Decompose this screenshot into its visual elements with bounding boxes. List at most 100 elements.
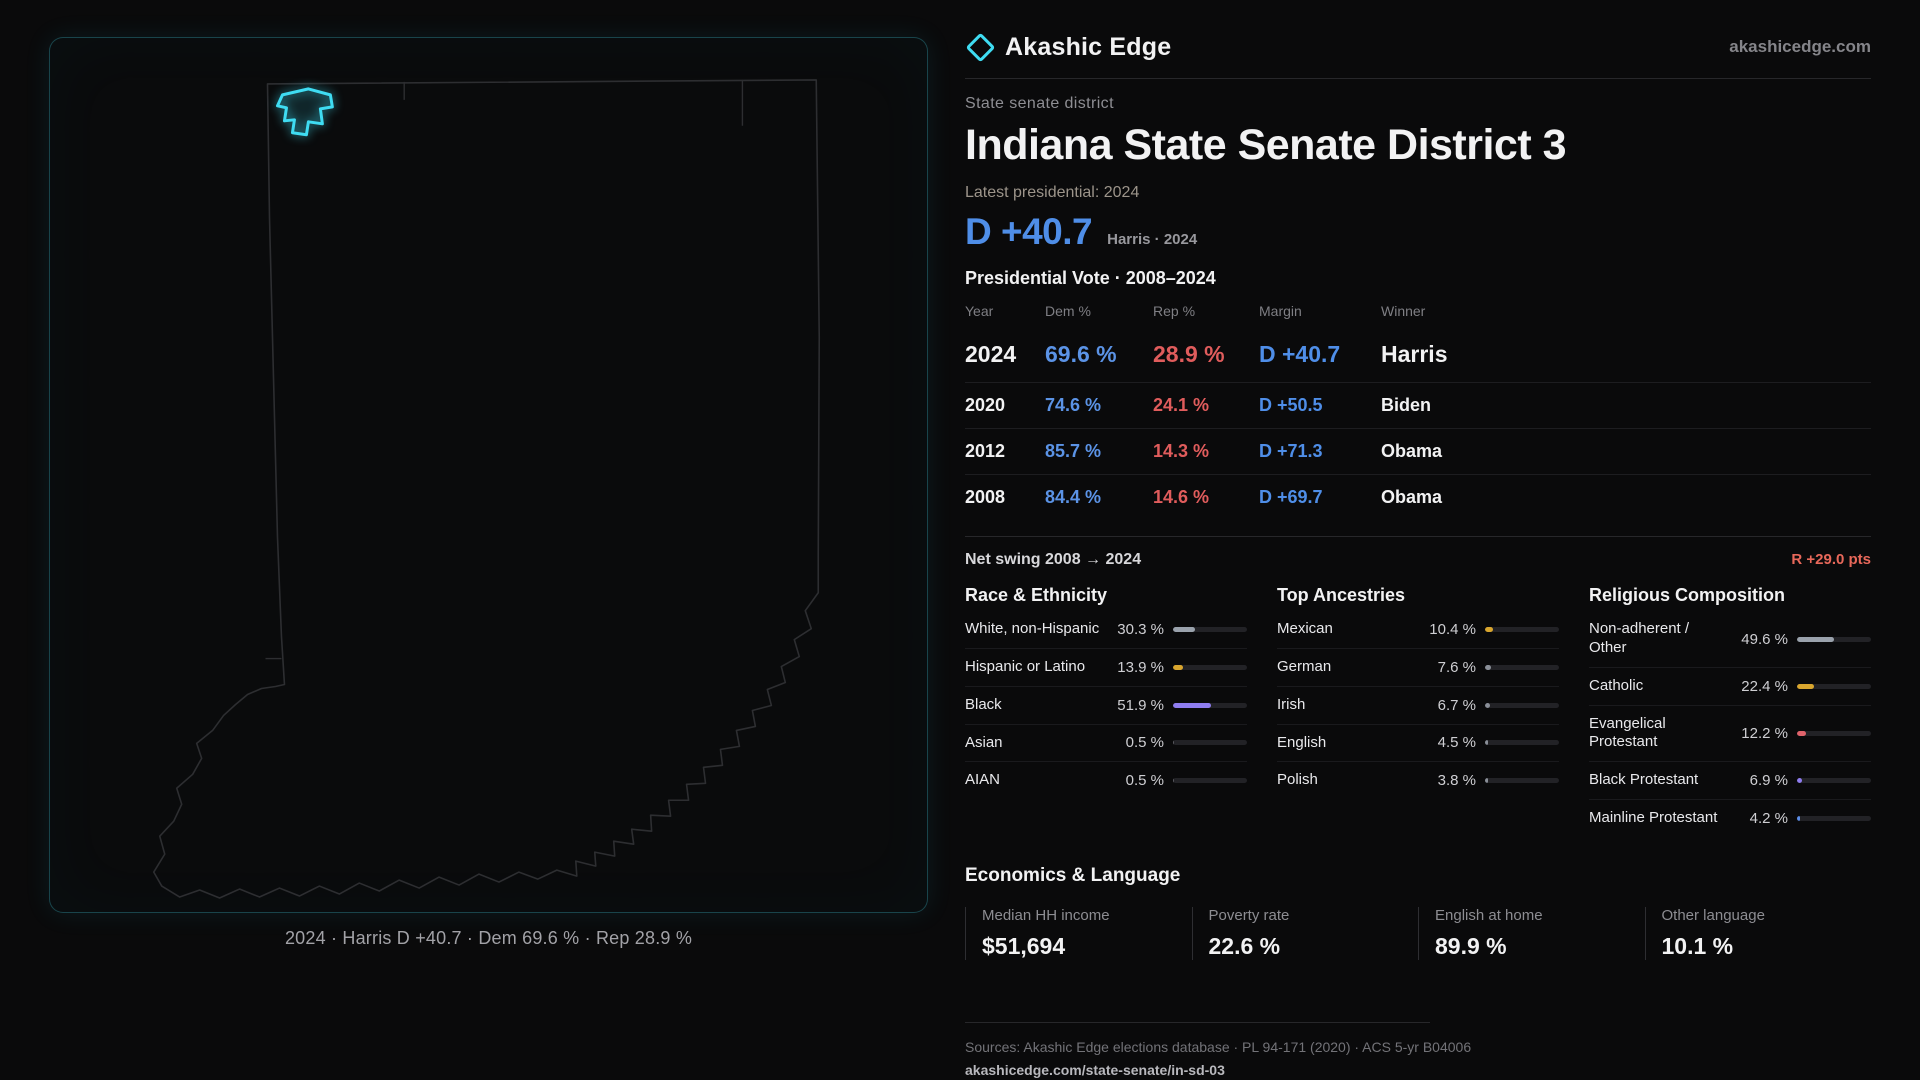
demo-row-label: Irish [1277,695,1306,713]
demographics-columns: Race & Ethnicity White, non-Hispanic 30.3 … [965,585,1871,836]
demo-row-label: Black [965,695,1002,713]
vote-col-header: Margin [1259,303,1302,320]
vote-table: Year Dem % Rep % Margin Winner 2024 69.6 % 28.… [965,289,1871,520]
demo-bar-fill [1485,702,1490,708]
vote-table-header: Year Dem % Rep % Margin Winner [965,289,1871,327]
econ-stat-value: 22.6 % [1208,932,1281,959]
demo-bar-fill [1485,627,1493,633]
demo-row-label: Mainline Protestant [1589,808,1718,826]
demo-row-label: Mexican [1277,620,1333,638]
vote-row: 2008 84.4 % 14.6 % D +69.7 Obama [965,475,1871,520]
vote-cell-year: 2024 [965,341,1017,368]
vote-cell-margin: D +40.7 [1259,341,1341,368]
demo-bar-fill [1485,778,1488,784]
divider [965,78,1871,79]
brand-name: Akashic Edge [1005,32,1172,61]
vote-col-header: Winner [1381,303,1426,320]
vote-col-header: Year [965,303,994,320]
demo-row-label: Hispanic or Latino [965,658,1086,676]
divider [965,1021,1430,1023]
demo-column: Race & Ethnicity White, non-Hispanic 30.3 … [965,585,1247,836]
map-panel: 2024 · Harris D +40.7 · Dem 69.6 % · Rep… [49,37,928,949]
demo-bar-fill [1485,740,1489,746]
district-kicker: State senate district [965,95,1114,112]
vote-cell-rep: 28.9 % [1153,341,1225,368]
demo-bar [1485,702,1559,708]
demo-row-value: 3.8 % [1437,772,1476,790]
margin-subtext: Harris · 2024 [1107,231,1198,249]
vote-cell-dem: 74.6 % [1045,395,1102,416]
map-caption: 2024 · Harris D +40.7 · Dem 69.6 % · Rep… [284,928,693,948]
demo-bar [1173,778,1247,784]
demo-row-value: 10.4 % [1429,621,1476,639]
economics-title: Economics & Language [965,864,1181,886]
brand-header: Akashic Edge akashicedge.com [965,28,1871,66]
net-swing-row: Net swing 2008 → 2024 R +29.0 pts [965,551,1871,569]
demo-row-label: Black Protestant [1589,771,1699,789]
demo-row: Hispanic or Latino 13.9 % [965,649,1247,687]
vote-col-header: Dem % [1045,303,1091,320]
demo-row-value: 4.2 % [1749,809,1788,827]
net-swing-value: R +29.0 pts [1791,551,1871,569]
demo-bar-fill [1797,683,1814,689]
econ-stat-value: 10.1 % [1661,932,1734,959]
vote-cell-winner: Obama [1381,487,1443,508]
demo-bar [1485,740,1559,746]
econ-stat-value: 89.9 % [1435,932,1507,959]
demo-row: White, non-Hispanic 30.3 % [965,611,1247,650]
demo-row-value: 22.4 % [1741,677,1788,695]
demo-row-value: 7.6 % [1437,658,1476,676]
demo-row: Mexican 10.4 % [1277,611,1559,650]
demo-row-value: 0.5 % [1125,772,1164,790]
demo-bar [1173,664,1247,670]
economic-stat: Poverty rate 22.6 % [1191,906,1419,960]
demo-row: Asian 0.5 % [965,725,1247,763]
demo-row: Catholic 22.4 % [1589,668,1871,706]
demo-row-label: AIAN [965,771,1001,789]
vote-cell-winner: Biden [1381,395,1432,416]
demo-row-label: Catholic [1589,676,1644,694]
demo-row: Mainline Protestant 4.2 % [1589,800,1871,837]
demo-bar [1797,636,1871,642]
demo-bar [1797,730,1871,736]
demo-bar-fill [1173,627,1196,633]
demo-bar [1797,815,1871,821]
demo-row-label: Evangelical Protestant [1589,714,1666,751]
vote-cell-winner: Obama [1381,441,1443,462]
demo-row-label: Asian [965,733,1003,751]
vote-row: 2020 74.6 % 24.1 % D +50.5 Biden [965,383,1871,430]
demo-row-label: Non-adherent / Other [1589,620,1690,657]
demo-row: Non-adherent / Other 49.6 % [1589,611,1871,668]
econ-stat-label: Median HH income [982,906,1110,924]
demo-row-value: 49.6 % [1741,630,1788,648]
demo-row-value: 6.7 % [1437,696,1476,714]
divider [965,536,1871,538]
demo-row-value: 51.9 % [1117,696,1164,714]
latest-presidential-label: Latest presidential: 2024 [965,184,1140,202]
demo-bar-fill [1797,636,1834,642]
demo-bar-fill [1173,702,1212,708]
vote-table-body: 2024 69.6 % 28.9 % D +40.7 Harris 2020 74.6 % 2… [965,327,1871,520]
demo-row-value: 0.5 % [1125,734,1164,752]
demo-row: Polish 3.8 % [1277,762,1559,799]
vote-cell-year: 2012 [965,441,1006,462]
demo-row: Irish 6.7 % [1277,687,1559,725]
vote-cell-year: 2020 [965,395,1006,416]
vote-cell-rep: 24.1 % [1153,395,1210,416]
demo-row: English 4.5 % [1277,725,1559,763]
demo-row-label: Polish [1277,771,1318,789]
economics-stats-row: Median HH income $51,694 Poverty rate 22.6 … [965,906,1871,960]
demo-bar [1485,664,1559,670]
sources-line: Sources: Akashic Edge elections database… [965,1038,1472,1055]
demo-column-title: Top Ancestries [1277,585,1406,606]
vote-cell-dem: 69.6 % [1045,341,1117,368]
demo-row-value: 4.5 % [1437,734,1476,752]
demo-bar [1173,740,1247,746]
demo-row-label: German [1277,658,1332,676]
demo-row: Black 51.9 % [965,687,1247,725]
indiana-map [152,79,821,899]
district-shape [275,87,334,137]
demo-row: AIAN 0.5 % [965,762,1247,799]
demo-row-label: English [1277,733,1327,751]
